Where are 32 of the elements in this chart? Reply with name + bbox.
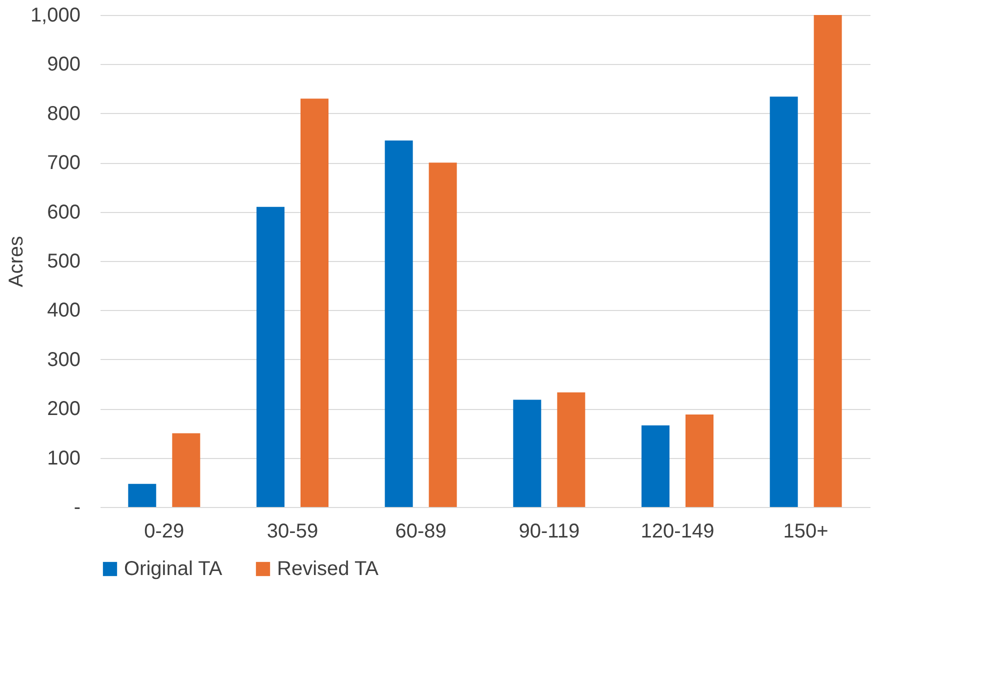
bar xyxy=(384,140,413,507)
y-tick-label: 900 xyxy=(47,54,80,76)
x-tick-label: 120-149 xyxy=(640,520,714,542)
x-tick-label: 150+ xyxy=(783,520,828,542)
x-tick-label: 30-59 xyxy=(266,520,318,542)
bar xyxy=(642,425,670,507)
bar xyxy=(428,162,457,507)
bar xyxy=(513,400,542,507)
bar xyxy=(770,96,798,507)
legend-label: Revised TA xyxy=(277,558,380,580)
bar xyxy=(128,484,156,507)
bar xyxy=(300,98,328,507)
x-tick-label: 90-119 xyxy=(518,520,580,542)
x-tick-label: 0-29 xyxy=(144,520,184,542)
y-axis-title: Acres xyxy=(5,236,28,288)
bar xyxy=(256,206,284,507)
y-tick-label: 200 xyxy=(47,398,80,420)
y-tick-label: 600 xyxy=(47,201,80,224)
bar xyxy=(172,433,200,507)
y-tick-label: 100 xyxy=(47,447,80,470)
bar xyxy=(557,392,586,507)
y-tick-label: 500 xyxy=(47,250,80,272)
y-tick-label: 400 xyxy=(47,300,80,322)
bar xyxy=(686,414,714,507)
legend-label: Original TA xyxy=(124,558,223,580)
y-tick-label: - xyxy=(74,496,80,518)
x-tick-label: 60-89 xyxy=(395,520,446,542)
y-tick-label: 300 xyxy=(47,348,80,371)
y-tick-label: 800 xyxy=(47,102,80,125)
y-tick-label: 700 xyxy=(47,152,80,174)
bar xyxy=(814,15,842,507)
y-tick-label: 1,000 xyxy=(30,4,80,26)
